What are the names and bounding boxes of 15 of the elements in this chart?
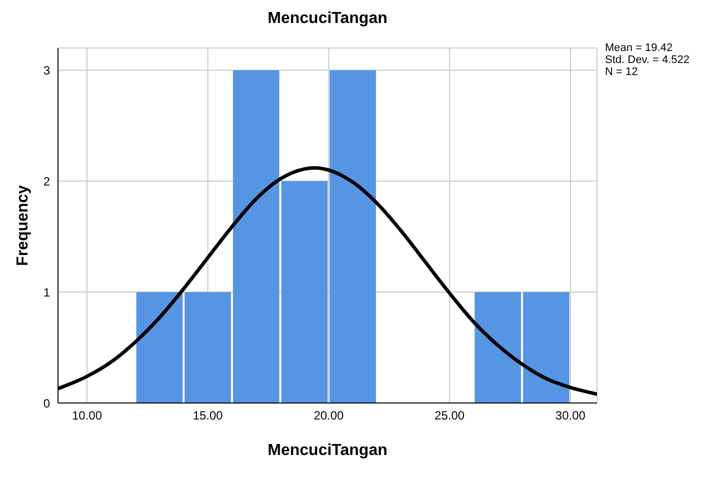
x-tick-label: 15.00 <box>192 408 224 423</box>
x-tick-label: 25.00 <box>434 408 465 423</box>
text: Mean = 19.42 <box>605 42 674 54</box>
text: Std. Dev. = 4.522 <box>605 54 690 66</box>
y-tick-label: 1 <box>43 285 50 300</box>
y-tick-label: 3 <box>43 63 50 78</box>
x-tick-label: 20.00 <box>314 408 344 423</box>
y-tick-label: 0 <box>43 396 50 410</box>
x-tick-label: 10.00 <box>72 408 102 423</box>
text: N = 12 <box>605 66 639 78</box>
x-axis-title: MencuciTangan <box>268 442 388 459</box>
y-axis-title: Frequency <box>14 184 32 266</box>
chart-title: MencuciTangan <box>266 10 388 28</box>
x-tick-label: 30.00 <box>555 408 586 423</box>
y-tick-label: 2 <box>43 174 50 188</box>
